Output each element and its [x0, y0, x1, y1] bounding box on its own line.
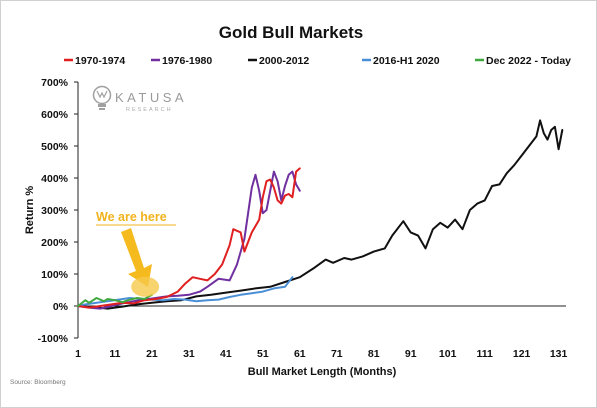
series-line-2016-h1-2020	[77, 276, 294, 307]
logo-name: KATUSA	[115, 90, 187, 105]
annotation-highlight	[131, 276, 160, 297]
x-tick-label: 81	[368, 348, 380, 360]
x-tick-label: 11	[109, 348, 120, 360]
x-tick-label: 51	[257, 348, 269, 360]
y-tick-label: 200%	[41, 237, 69, 249]
y-tick-label: 100%	[41, 269, 69, 281]
x-tick-label: 111	[476, 348, 493, 360]
x-tick-label: 91	[405, 348, 417, 360]
legend-label: 1970-1974	[75, 55, 125, 67]
y-tick-label: 700%	[41, 77, 69, 89]
legend: 1970-1974 1976-1980 2000-2012 2016-H1 2020 D…	[64, 55, 571, 67]
legend-label: Dec 2022 - Today	[486, 55, 571, 67]
chart-title: Gold Bull Markets	[219, 23, 364, 42]
y-tick-label: 500%	[41, 141, 69, 153]
x-tick-label: 41	[220, 348, 232, 360]
x-tick-label: 61	[294, 348, 306, 360]
y-tick-label: 0%	[53, 301, 69, 313]
katusa-logo: KATUSA RESEARCH	[92, 85, 187, 113]
y-tick-label: 300%	[41, 205, 69, 217]
x-tick-label: 1	[75, 348, 81, 360]
x-tick-label: 131	[550, 348, 568, 360]
series-line-1976-1980	[77, 170, 301, 310]
lightbulb-icon	[92, 85, 112, 110]
series-line-dec-2022-today	[77, 293, 153, 307]
y-tick-label: -100%	[38, 333, 69, 345]
y-ticks: -100% 0% 100% 200% 300% 400% 500% 600% 700%	[38, 77, 78, 345]
logo-subtitle: RESEARCH	[126, 107, 173, 113]
legend-label: 1976-1980	[162, 55, 212, 67]
series-layer	[77, 119, 564, 310]
source-note: Source: Bloomberg	[10, 379, 66, 386]
legend-label: 2016-H1 2020	[373, 55, 440, 67]
legend-label: 2000-2012	[259, 55, 309, 67]
x-tick-label: 101	[439, 348, 457, 360]
annotation-we-are-here: We are here	[96, 210, 176, 297]
x-tick-label: 31	[183, 348, 195, 360]
x-ticks: 1 11 21 31 41 51 61 71 81 91 101 111 121 131	[75, 348, 567, 360]
y-tick-label: 400%	[41, 173, 69, 185]
x-tick-label: 21	[146, 348, 158, 360]
x-tick-label: 71	[331, 348, 343, 360]
arrow-down-icon	[121, 228, 152, 287]
y-tick-label: 600%	[41, 109, 69, 121]
annotation-text: We are here	[96, 210, 167, 224]
series-line-2000-2012	[77, 119, 564, 310]
series-line-1970-1974	[77, 167, 301, 309]
y-axis-label: Return %	[24, 186, 36, 235]
x-axis-label: Bull Market Length (Months)	[248, 366, 397, 378]
x-tick-label: 121	[513, 348, 531, 360]
